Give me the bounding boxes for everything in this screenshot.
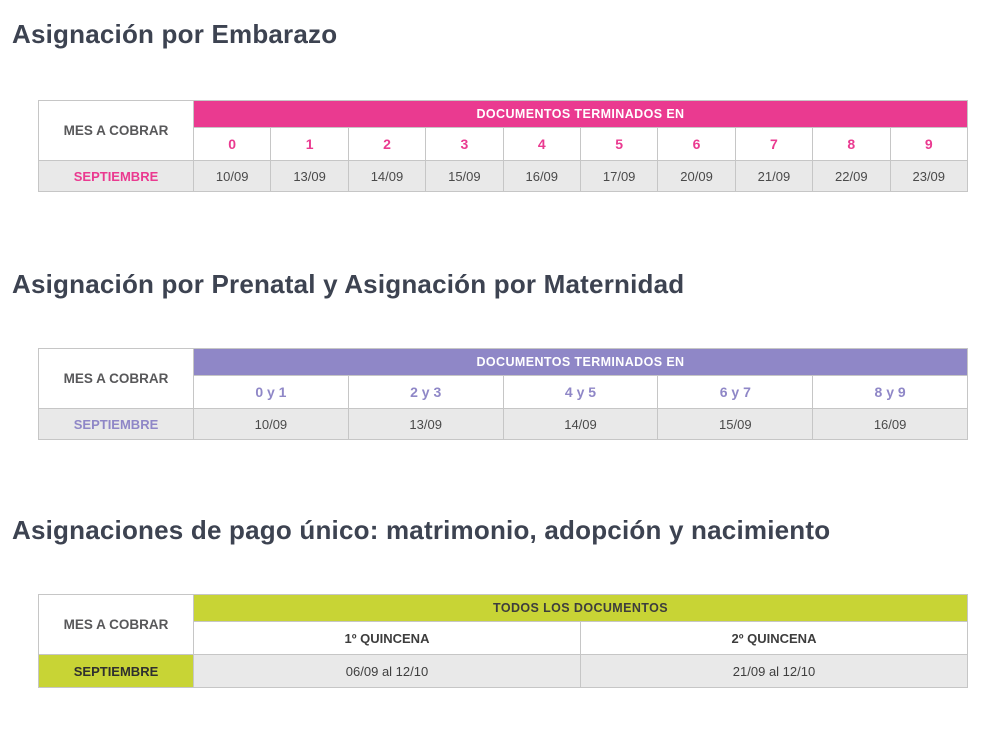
date-row: SEPTIEMBRE 10/09 13/09 14/09 15/09 16/09… (38, 160, 969, 192)
date-cell-5: 17/09 (579, 160, 659, 192)
date-cell-7: 21/09 (734, 160, 814, 192)
band-header-row: MES A COBRAR DOCUMENTOS TERMINADOS EN (38, 100, 968, 161)
mes-a-cobrar-header: MES A COBRAR (38, 594, 194, 655)
column-header-0: 1º QUINCENA (193, 621, 581, 655)
column-header-5: 5 (579, 127, 659, 161)
payment-calendar-page: Asignación por Embarazo MES A COBRAR DOC… (12, 16, 997, 688)
column-header-8: 8 (812, 127, 891, 161)
date-cell-3: 15/09 (657, 408, 814, 440)
date-cell-1: 13/09 (270, 160, 349, 192)
date-row: SEPTIEMBRE 06/09 al 12/10 21/09 al 12/10 (38, 654, 968, 688)
band-header: TODOS LOS DOCUMENTOS (193, 594, 968, 622)
column-header-1: 2 y 3 (347, 375, 504, 409)
column-header-1: 1 (270, 127, 349, 161)
date-cell-4: 16/09 (502, 160, 581, 192)
section-title-prenatal: Asignación por Prenatal y Asignación por… (12, 269, 685, 299)
date-cell-0: 10/09 (193, 408, 349, 440)
date-cell-1: 21/09 al 12/10 (580, 654, 968, 688)
column-header-6: 6 (657, 127, 736, 161)
section-pago-unico: Asignaciones de pago único: matrimonio, … (12, 512, 997, 688)
section-title-embarazo: Asignación por Embarazo (12, 19, 338, 49)
date-cell-1: 13/09 (347, 408, 504, 440)
band-header-row: MES A COBRAR TODOS LOS DOCUMENTOS (38, 594, 968, 655)
date-cell-2: 14/09 (347, 160, 427, 192)
column-header-1: 2º QUINCENA (580, 621, 968, 655)
date-cell-0: 06/09 al 12/10 (193, 654, 581, 688)
column-header-9: 9 (889, 127, 969, 161)
column-header-4: 4 (502, 127, 581, 161)
date-cell-9: 23/09 (889, 160, 969, 192)
month-label: SEPTIEMBRE (38, 160, 194, 192)
column-header-4: 8 y 9 (812, 375, 968, 409)
section-embarazo: Asignación por Embarazo MES A COBRAR DOC… (12, 16, 997, 192)
column-header-0: 0 y 1 (193, 375, 349, 409)
table-pago-unico: MES A COBRAR TODOS LOS DOCUMENTOS 1º QUI… (38, 594, 968, 688)
mes-a-cobrar-header: MES A COBRAR (38, 348, 194, 409)
section-title-pago-unico: Asignaciones de pago único: matrimonio, … (12, 515, 831, 545)
column-header-3: 3 (425, 127, 504, 161)
band-header-row: MES A COBRAR DOCUMENTOS TERMINADOS EN (38, 348, 968, 409)
digit-header-row: 0 y 1 2 y 3 4 y 5 6 y 7 8 y 9 (39, 375, 968, 409)
month-label: SEPTIEMBRE (38, 408, 194, 440)
band-header: DOCUMENTOS TERMINADOS EN (193, 348, 968, 376)
column-header-2: 4 y 5 (502, 375, 659, 409)
band-header: DOCUMENTOS TERMINADOS EN (193, 100, 968, 128)
quincena-header-row: 1º QUINCENA 2º QUINCENA (39, 621, 968, 655)
column-header-2: 2 (347, 127, 427, 161)
column-header-7: 7 (734, 127, 814, 161)
date-cell-2: 14/09 (502, 408, 659, 440)
table-embarazo: MES A COBRAR DOCUMENTOS TERMINADOS EN 0 … (38, 100, 969, 192)
date-cell-4: 16/09 (812, 408, 968, 440)
mes-a-cobrar-header: MES A COBRAR (38, 100, 194, 161)
date-cell-6: 20/09 (657, 160, 736, 192)
date-cell-8: 22/09 (812, 160, 891, 192)
section-prenatal-maternidad: Asignación por Prenatal y Asignación por… (12, 266, 997, 440)
date-cell-3: 15/09 (425, 160, 504, 192)
month-label: SEPTIEMBRE (38, 654, 194, 688)
table-prenatal: MES A COBRAR DOCUMENTOS TERMINADOS EN 0 … (38, 348, 968, 440)
digit-header-row: 0 1 2 3 4 5 6 7 8 9 (39, 127, 969, 161)
date-cell-0: 10/09 (192, 160, 272, 192)
column-header-0: 0 (192, 127, 272, 161)
column-header-3: 6 y 7 (657, 375, 814, 409)
date-row: SEPTIEMBRE 10/09 13/09 14/09 15/09 16/09 (38, 408, 968, 440)
